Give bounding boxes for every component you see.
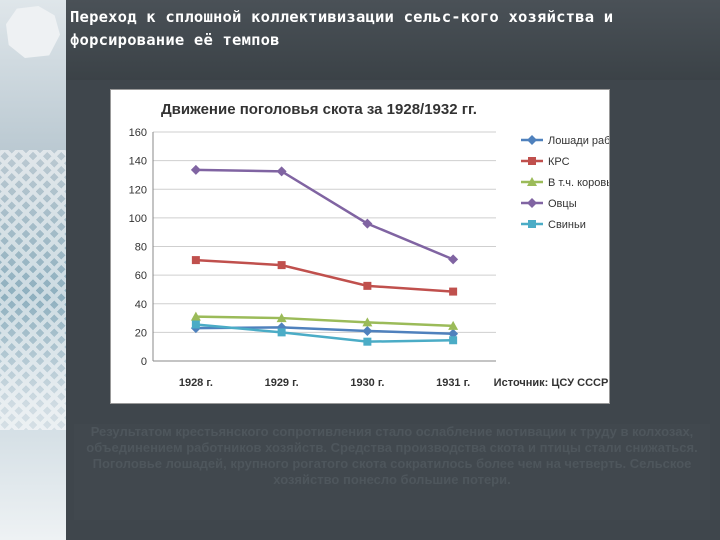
title-area	[66, 0, 720, 80]
y-tick-label: 100	[129, 213, 147, 225]
x-tick-label: 1931 г.	[436, 377, 470, 389]
y-tick-label: 40	[135, 299, 147, 311]
legend-item: В т.ч. коровы	[521, 177, 609, 189]
y-tick-label: 120	[129, 184, 147, 196]
legend-label: Лошади рабочие	[548, 135, 609, 147]
data-point	[527, 198, 537, 208]
data-point	[449, 336, 458, 345]
legend-item: Овцы	[521, 198, 577, 210]
series-line	[195, 168, 454, 261]
y-tick-label: 160	[129, 127, 147, 139]
data-point	[363, 337, 372, 346]
series-3	[190, 311, 459, 330]
legend-label: В т.ч. коровы	[548, 177, 609, 189]
chart-title: Движение поголовья скота за 1928/1932 гг…	[161, 101, 477, 118]
y-tick-label: 60	[135, 270, 147, 282]
data-point	[277, 328, 286, 337]
y-tick-label: 140	[129, 156, 147, 168]
y-tick-label: 20	[135, 327, 147, 339]
data-point	[448, 320, 459, 330]
y-tick-label: 0	[141, 356, 147, 368]
data-point	[276, 313, 287, 323]
x-tick-label: 1930 г.	[350, 377, 384, 389]
livestock-line-chart: Движение поголовья скота за 1928/1932 гг…	[129, 101, 609, 389]
data-point	[277, 261, 286, 270]
data-point	[191, 256, 200, 265]
chart-frame: Движение поголовья скота за 1928/1932 гг…	[110, 89, 610, 404]
data-point	[527, 177, 537, 186]
slide-title: Переход к сплошной коллективизации сельс…	[70, 8, 614, 49]
legend-item: Лошади рабочие	[521, 135, 609, 147]
map-icon	[6, 6, 60, 58]
series-4	[190, 164, 459, 265]
data-point	[362, 325, 373, 336]
series-line	[195, 323, 454, 343]
chart-source: Источник: ЦСУ СССР	[494, 377, 609, 389]
data-point	[190, 311, 201, 321]
legend-item: Свиньи	[521, 219, 586, 231]
legend-label: Свиньи	[548, 219, 586, 231]
data-point	[363, 281, 372, 290]
slide-body-text: Результатом крестьянского сопротивления …	[74, 424, 710, 520]
data-point	[190, 164, 201, 175]
series-5	[191, 320, 458, 346]
y-tick-label: 80	[135, 242, 147, 254]
series-line	[195, 315, 454, 328]
data-point	[449, 287, 458, 296]
legend-label: КРС	[548, 156, 570, 168]
data-point	[362, 218, 373, 229]
legend-label: Овцы	[548, 198, 577, 210]
data-point	[448, 254, 459, 265]
ornament-pattern	[0, 150, 66, 430]
x-tick-label: 1929 г.	[265, 377, 299, 389]
data-point	[191, 320, 200, 329]
series-2	[191, 256, 458, 296]
data-point	[362, 317, 373, 327]
data-point	[276, 166, 287, 177]
x-tick-label: 1928 г.	[179, 377, 213, 389]
series-line	[195, 258, 454, 293]
decorative-side-strip	[0, 0, 66, 540]
data-point	[528, 157, 536, 165]
data-point	[528, 220, 536, 228]
data-point	[527, 135, 537, 145]
legend-item: КРС	[521, 156, 570, 168]
